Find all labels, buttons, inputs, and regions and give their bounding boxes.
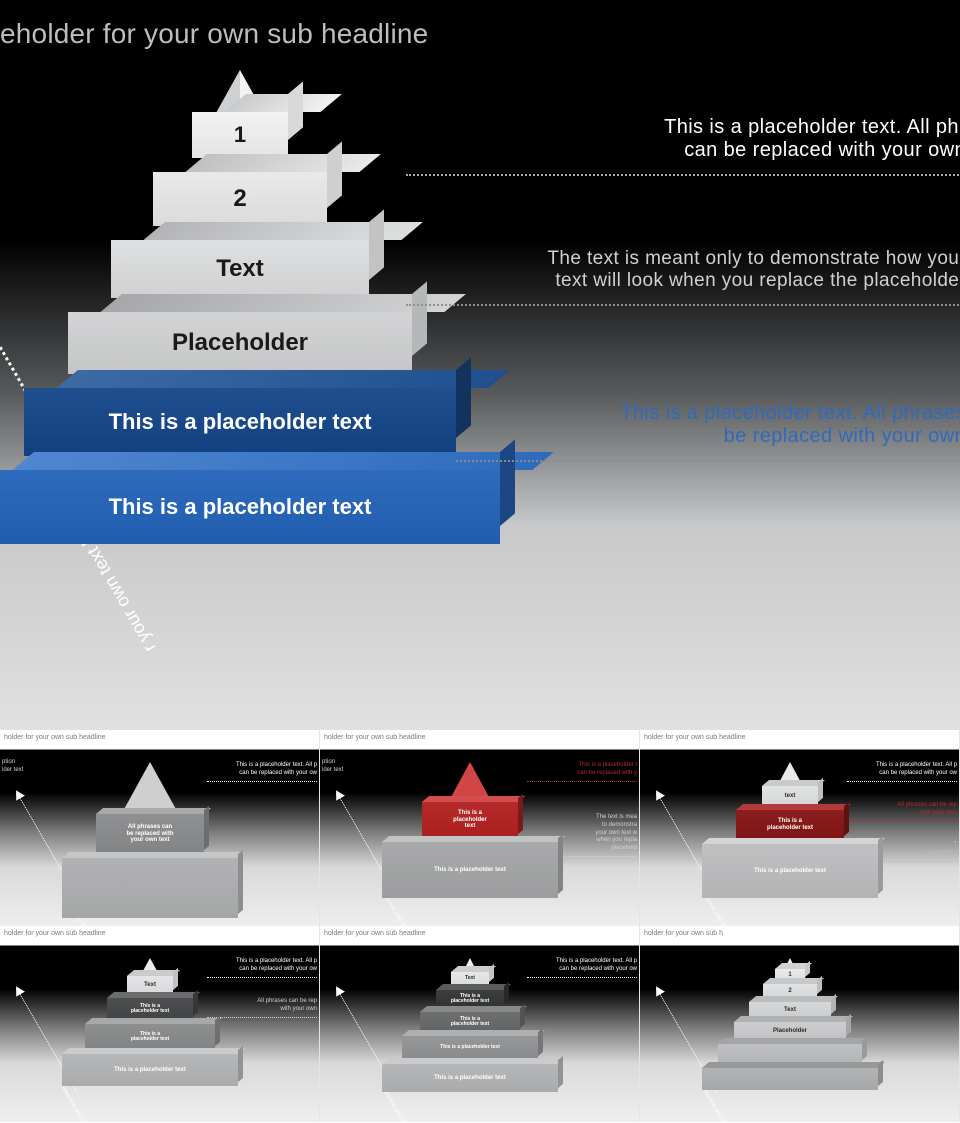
pyramid-layer-label: Text	[111, 240, 369, 298]
thumb-pyramid: 12TextPlaceholder	[700, 958, 880, 1118]
main-slide: eholder for your own sub headline r your…	[0, 0, 960, 730]
thumb-pyr-layer: text	[762, 786, 818, 806]
dotted-divider	[456, 460, 960, 462]
thumb-pyr-layer: This is a placeholder text	[107, 998, 193, 1020]
thumb-left-text: ptionlder text	[2, 758, 23, 775]
description-line: be replaced with your own	[456, 425, 960, 448]
thumbnail-2: holder for your own sub headlineEnter yo…	[320, 730, 640, 926]
pyramid-layer-6: This is a placeholder text	[0, 470, 500, 544]
description-line: text will look when you replace the plac…	[406, 270, 960, 292]
thumbnail-5: holder for your own sub headlineEnter yo…	[320, 926, 640, 1122]
thumb-headline: holder for your own sub h	[644, 930, 723, 937]
pyramid-layer-1: 1	[192, 112, 288, 158]
thumb-pyramid: This is a placeholder text This is a plac…	[380, 762, 560, 922]
thumb-pyr-layer	[718, 1044, 862, 1064]
thumb-pyramid: TextThis is a placeholder textThis is a …	[60, 958, 240, 1118]
thumb-pyr-layer: This is a placeholder text	[382, 842, 558, 898]
thumb-pyr-layer: This is a placeholder text	[402, 1036, 538, 1060]
dotted-divider	[406, 304, 960, 306]
pyramid-layer-2: 2	[153, 172, 327, 226]
dotted-divider	[406, 174, 960, 176]
description-line: The text is meant only to demonstrate ho…	[406, 248, 960, 270]
description-block-2: The text is meant only to demonstrate ho…	[406, 248, 960, 306]
slide-headline: eholder for your own sub headline	[0, 18, 428, 50]
pyramid-layer-5: This is a placeholder text	[24, 388, 456, 456]
thumbnail-4: holder for your own sub headlineEnter yo…	[0, 926, 320, 1122]
thumbnail-3: holder for your own sub headlineEnter yo…	[640, 730, 960, 926]
thumb-pyr-layer: This is a placeholder text	[422, 802, 518, 838]
thumb-left-text: ptionlder text	[322, 758, 343, 775]
pyramid-layer-4: Placeholder	[68, 312, 412, 374]
thumb-headline: holder for your own sub headline	[644, 734, 746, 741]
pyramid-layer-label: 2	[153, 172, 327, 226]
description-block-1: This is a placeholder text. All phrcan b…	[406, 116, 960, 176]
description-line: can be replaced with your own	[406, 139, 960, 162]
thumb-pyr-layer: This is a placeholder text	[382, 1064, 558, 1092]
thumb-pyr-layer	[702, 1068, 878, 1090]
pyramid-layer-label: Placeholder	[68, 312, 412, 374]
thumb-pyr-layer: All phrases can be replaced with your ow…	[96, 814, 204, 854]
thumb-pyramid: All phrases can be replaced with your ow…	[60, 762, 240, 922]
thumbnail-1: holder for your own sub headlineEnter yo…	[0, 730, 320, 926]
thumb-pyr-layer: This is a placeholder text	[702, 844, 878, 898]
pyramid-layer-label: 1	[192, 112, 288, 158]
thumbnail-strip: holder for your own sub headlineEnter yo…	[0, 730, 960, 1122]
thumbnail-6: holder for your own sub hEnter your own …	[640, 926, 960, 1122]
pyramid-layer-label: This is a placeholder text	[0, 470, 500, 544]
description-line: This is a placeholder text. All phr	[406, 116, 960, 139]
thumb-pyr-layer: This is a placeholder text	[420, 1012, 520, 1032]
description-line: This is a placeholder text. All phrases	[456, 402, 960, 425]
thumb-pyramid: text This is a placeholder text This is a …	[700, 762, 880, 922]
thumb-pyr-layer	[62, 858, 238, 918]
thumb-headline: holder for your own sub headline	[324, 734, 426, 741]
pyramid-layer-3: Text	[111, 240, 369, 298]
thumb-headline: holder for your own sub headline	[4, 930, 106, 937]
thumb-pyramid: TextThis is a placeholder textThis is a …	[380, 958, 560, 1118]
thumb-pyr-layer: This is a placeholder text	[736, 810, 844, 840]
thumb-pyr-layer: This is a placeholder text	[85, 1024, 215, 1050]
thumb-headline: holder for your own sub headline	[324, 930, 426, 937]
thumb-headline: holder for your own sub headline	[4, 734, 106, 741]
thumb-pyr-layer: This is a placeholder text	[62, 1054, 238, 1086]
description-block-3: This is a placeholder text. All phrasesb…	[456, 402, 960, 462]
pyramid-layer-label: This is a placeholder text	[24, 388, 456, 456]
